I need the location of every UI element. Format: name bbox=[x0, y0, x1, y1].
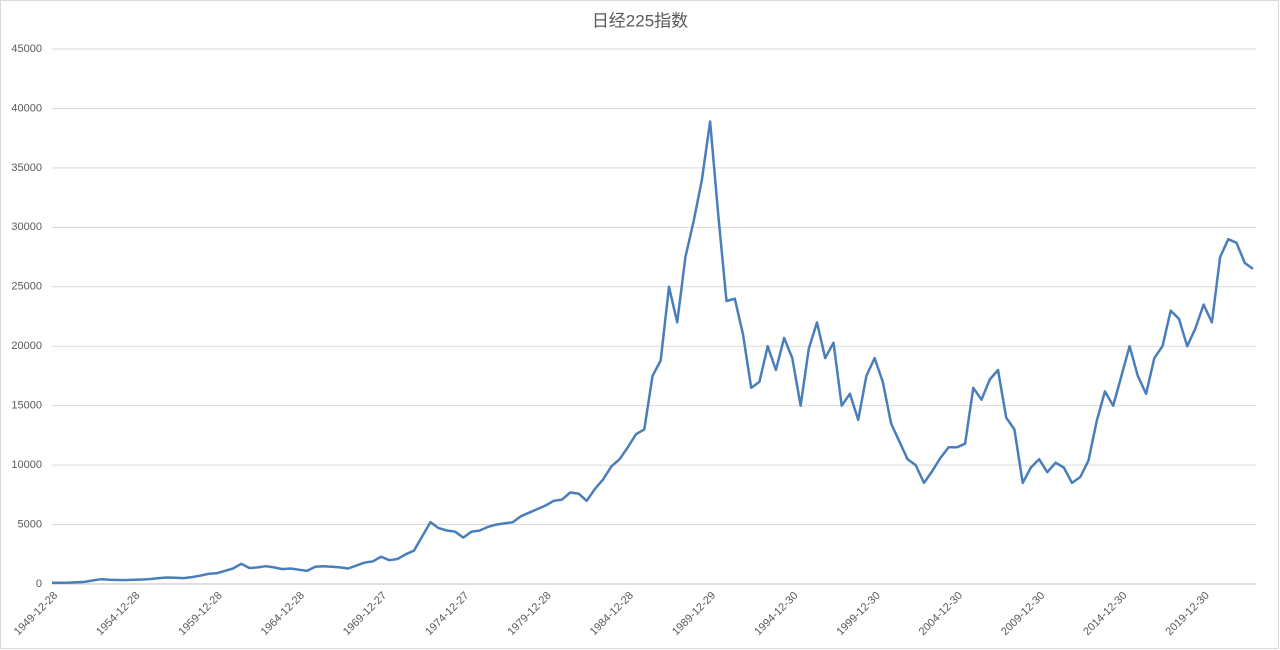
y-tick-label: 40000 bbox=[11, 102, 42, 114]
y-tick-label: 25000 bbox=[11, 281, 42, 293]
y-tick-label: 30000 bbox=[11, 221, 42, 233]
y-tick-label: 45000 bbox=[11, 43, 42, 55]
y-tick-label: 15000 bbox=[11, 400, 42, 412]
y-tick-label: 10000 bbox=[11, 459, 42, 471]
data-line bbox=[52, 120, 1254, 585]
y-tick-label: 0 bbox=[36, 578, 42, 590]
y-tick-label: 20000 bbox=[11, 340, 42, 352]
chart-title: 日经225指数 bbox=[592, 11, 688, 30]
y-tick-label: 5000 bbox=[18, 518, 42, 530]
y-tick-label: 35000 bbox=[11, 162, 42, 174]
